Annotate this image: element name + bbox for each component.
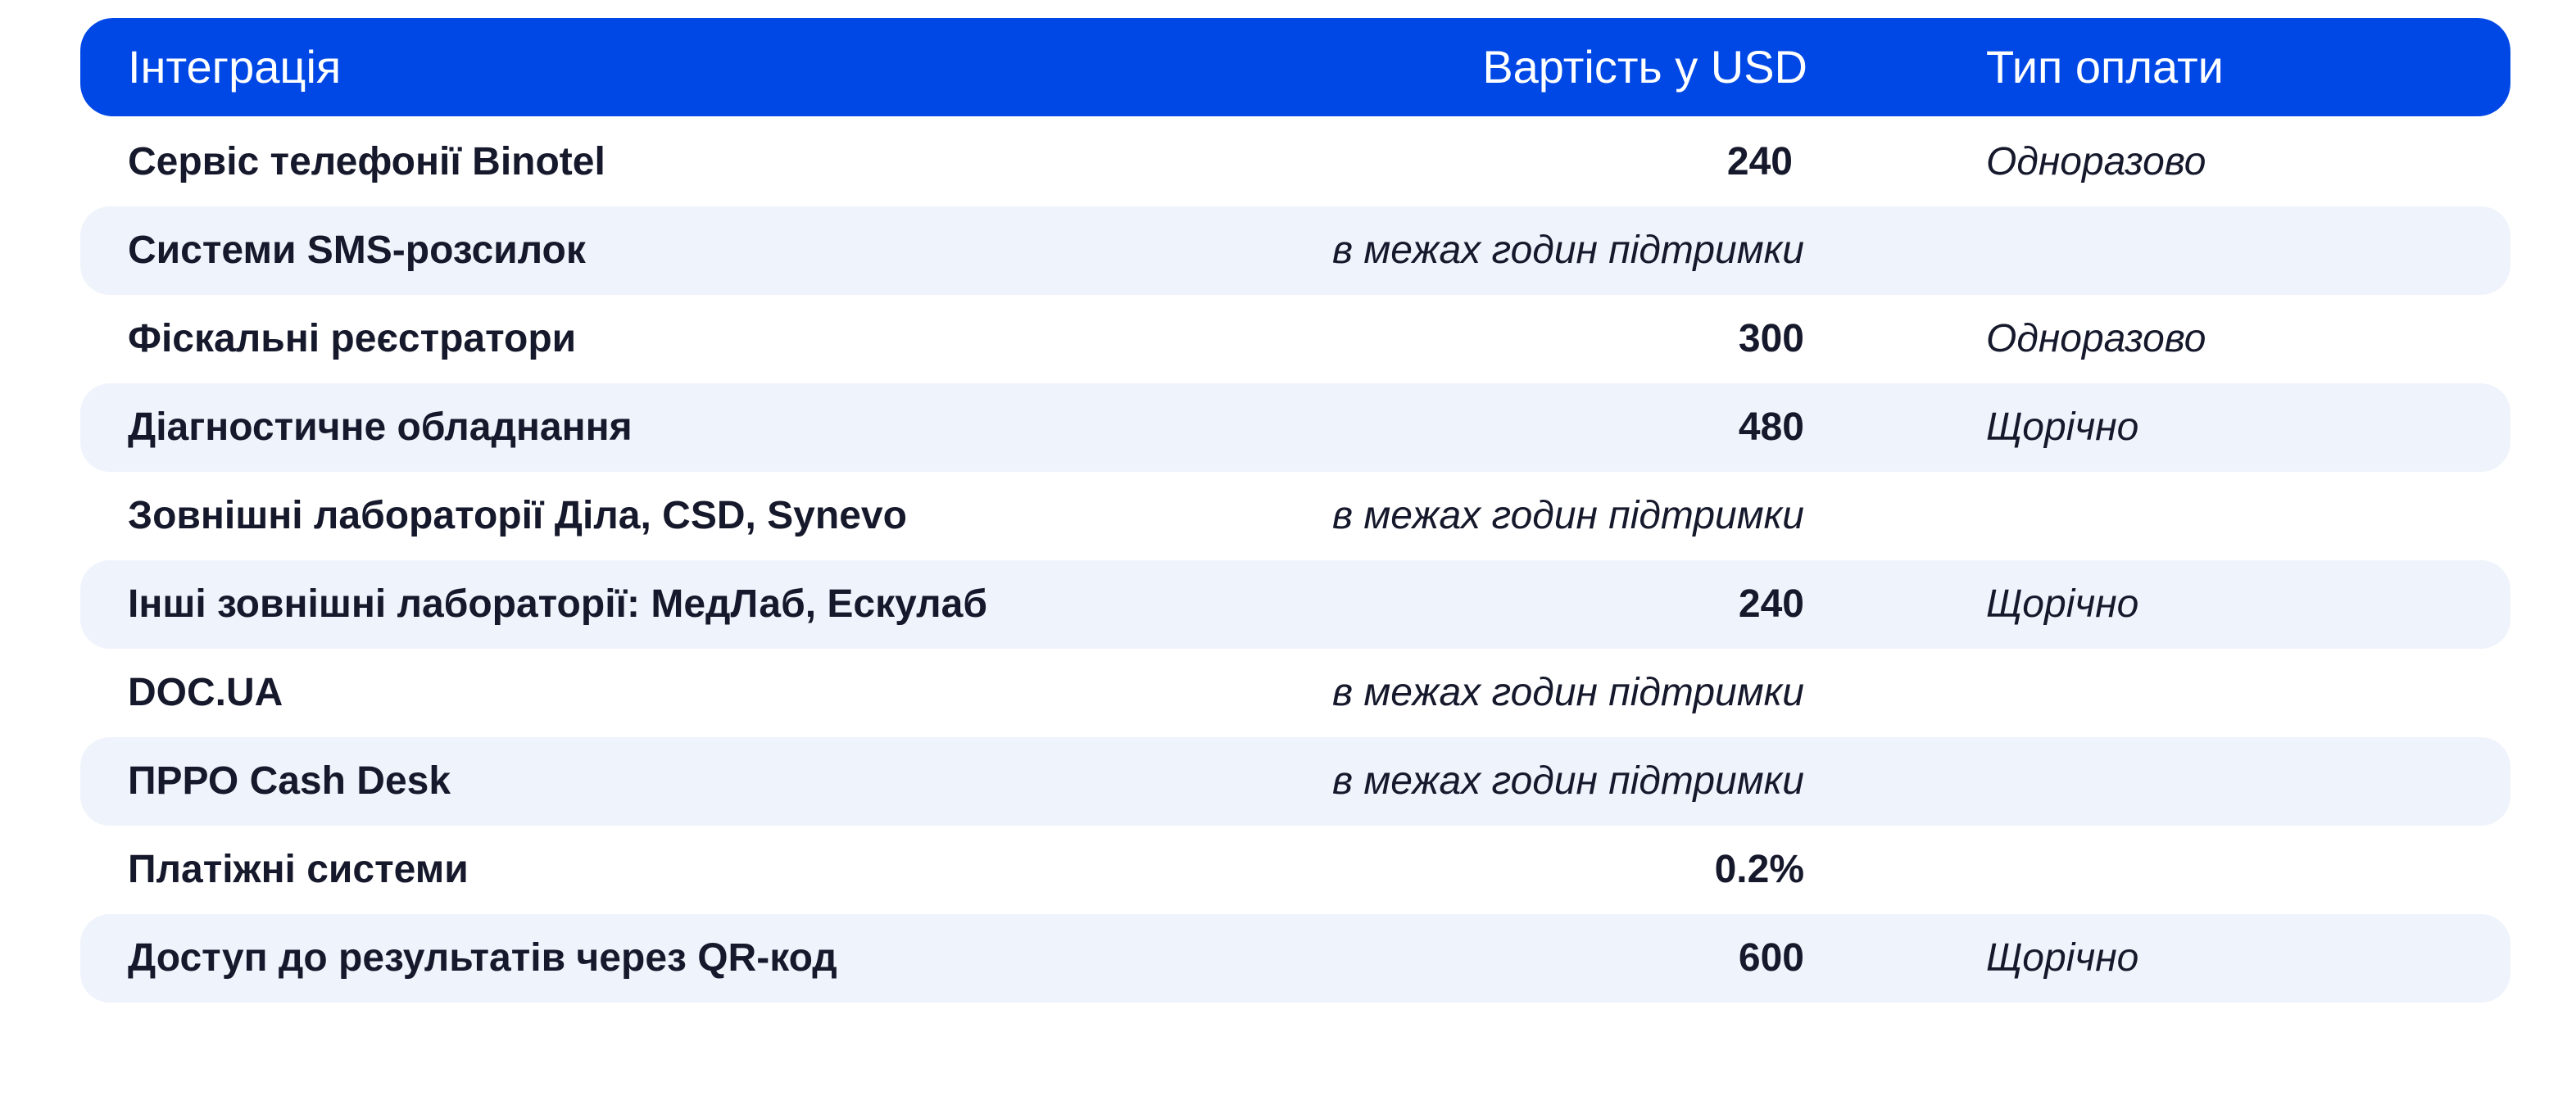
table-row: DOC.UA в межах годин підтримки: [80, 649, 2510, 737]
integration-payment-type: Одноразово: [1986, 317, 2206, 360]
integration-cost: 0.2%: [1714, 848, 1804, 891]
table-row: Платіжні системи 0.2%: [80, 826, 2510, 914]
table-row: Сервіс телефонії Binotel 240 Одноразово: [80, 118, 2510, 206]
integration-name: DOC.UA: [128, 671, 283, 714]
table-row: ПРРО Cash Desk в межах годин підтримки: [80, 737, 2510, 826]
integration-payment-type: Одноразово: [1986, 140, 2206, 183]
integration-name: Фіскальні реєстратори: [128, 317, 577, 360]
integration-name: Доступ до результатів через QR-код: [128, 936, 837, 980]
integration-name: Зовнішні лабораторії Діла, CSD, Synevo: [128, 494, 907, 537]
table-row: Системи SMS-розсилок в межах годин підтр…: [80, 206, 2510, 295]
integration-cost: в межах годин підтримки: [1331, 229, 1804, 272]
integration-name: Діагностичне обладнання: [128, 405, 633, 449]
integration-payment-type: Щорічно: [1986, 405, 2139, 449]
integration-name: Платіжні системи: [128, 848, 469, 891]
table-body: Сервіс телефонії Binotel 240 Одноразово …: [80, 118, 2510, 1003]
header-payment-type: Тип оплати: [1986, 41, 2224, 93]
table-header: Інтеграція Вартість у USD Тип оплати: [80, 18, 2510, 116]
integration-cost: 240: [1726, 140, 1793, 183]
integration-cost: 600: [1738, 936, 1804, 980]
integration-payment-type: Щорічно: [1986, 582, 2139, 626]
table-row: Діагностичне обладнання 480 Щорічно: [80, 383, 2510, 472]
integration-cost: 480: [1738, 405, 1804, 449]
integration-cost: в межах годин підтримки: [1331, 494, 1804, 537]
integrations-pricing-table: Інтеграція Вартість у USD Тип оплати Сер…: [80, 18, 2510, 1003]
table-row: Фіскальні реєстратори 300 Одноразово: [80, 295, 2510, 383]
integration-name: Інші зовнішні лабораторії: МедЛаб, Ескул…: [128, 582, 988, 626]
integration-cost: 240: [1738, 582, 1804, 626]
integration-name: ПРРО Cash Desk: [128, 759, 451, 803]
integration-cost: в межах годин підтримки: [1331, 671, 1804, 714]
integration-name: Системи SMS-розсилок: [128, 229, 586, 272]
table-row: Інші зовнішні лабораторії: МедЛаб, Ескул…: [80, 560, 2510, 649]
integration-cost: в межах годин підтримки: [1331, 759, 1804, 803]
header-cost: Вартість у USD: [1482, 41, 1807, 93]
table-row: Доступ до результатів через QR-код 600 Щ…: [80, 914, 2510, 1003]
integration-name: Сервіс телефонії Binotel: [128, 140, 605, 183]
integration-payment-type: Щорічно: [1986, 936, 2139, 980]
header-integration: Інтеграція: [128, 41, 342, 93]
integration-cost: 300: [1738, 317, 1804, 360]
table-row: Зовнішні лабораторії Діла, CSD, Synevo в…: [80, 472, 2510, 560]
